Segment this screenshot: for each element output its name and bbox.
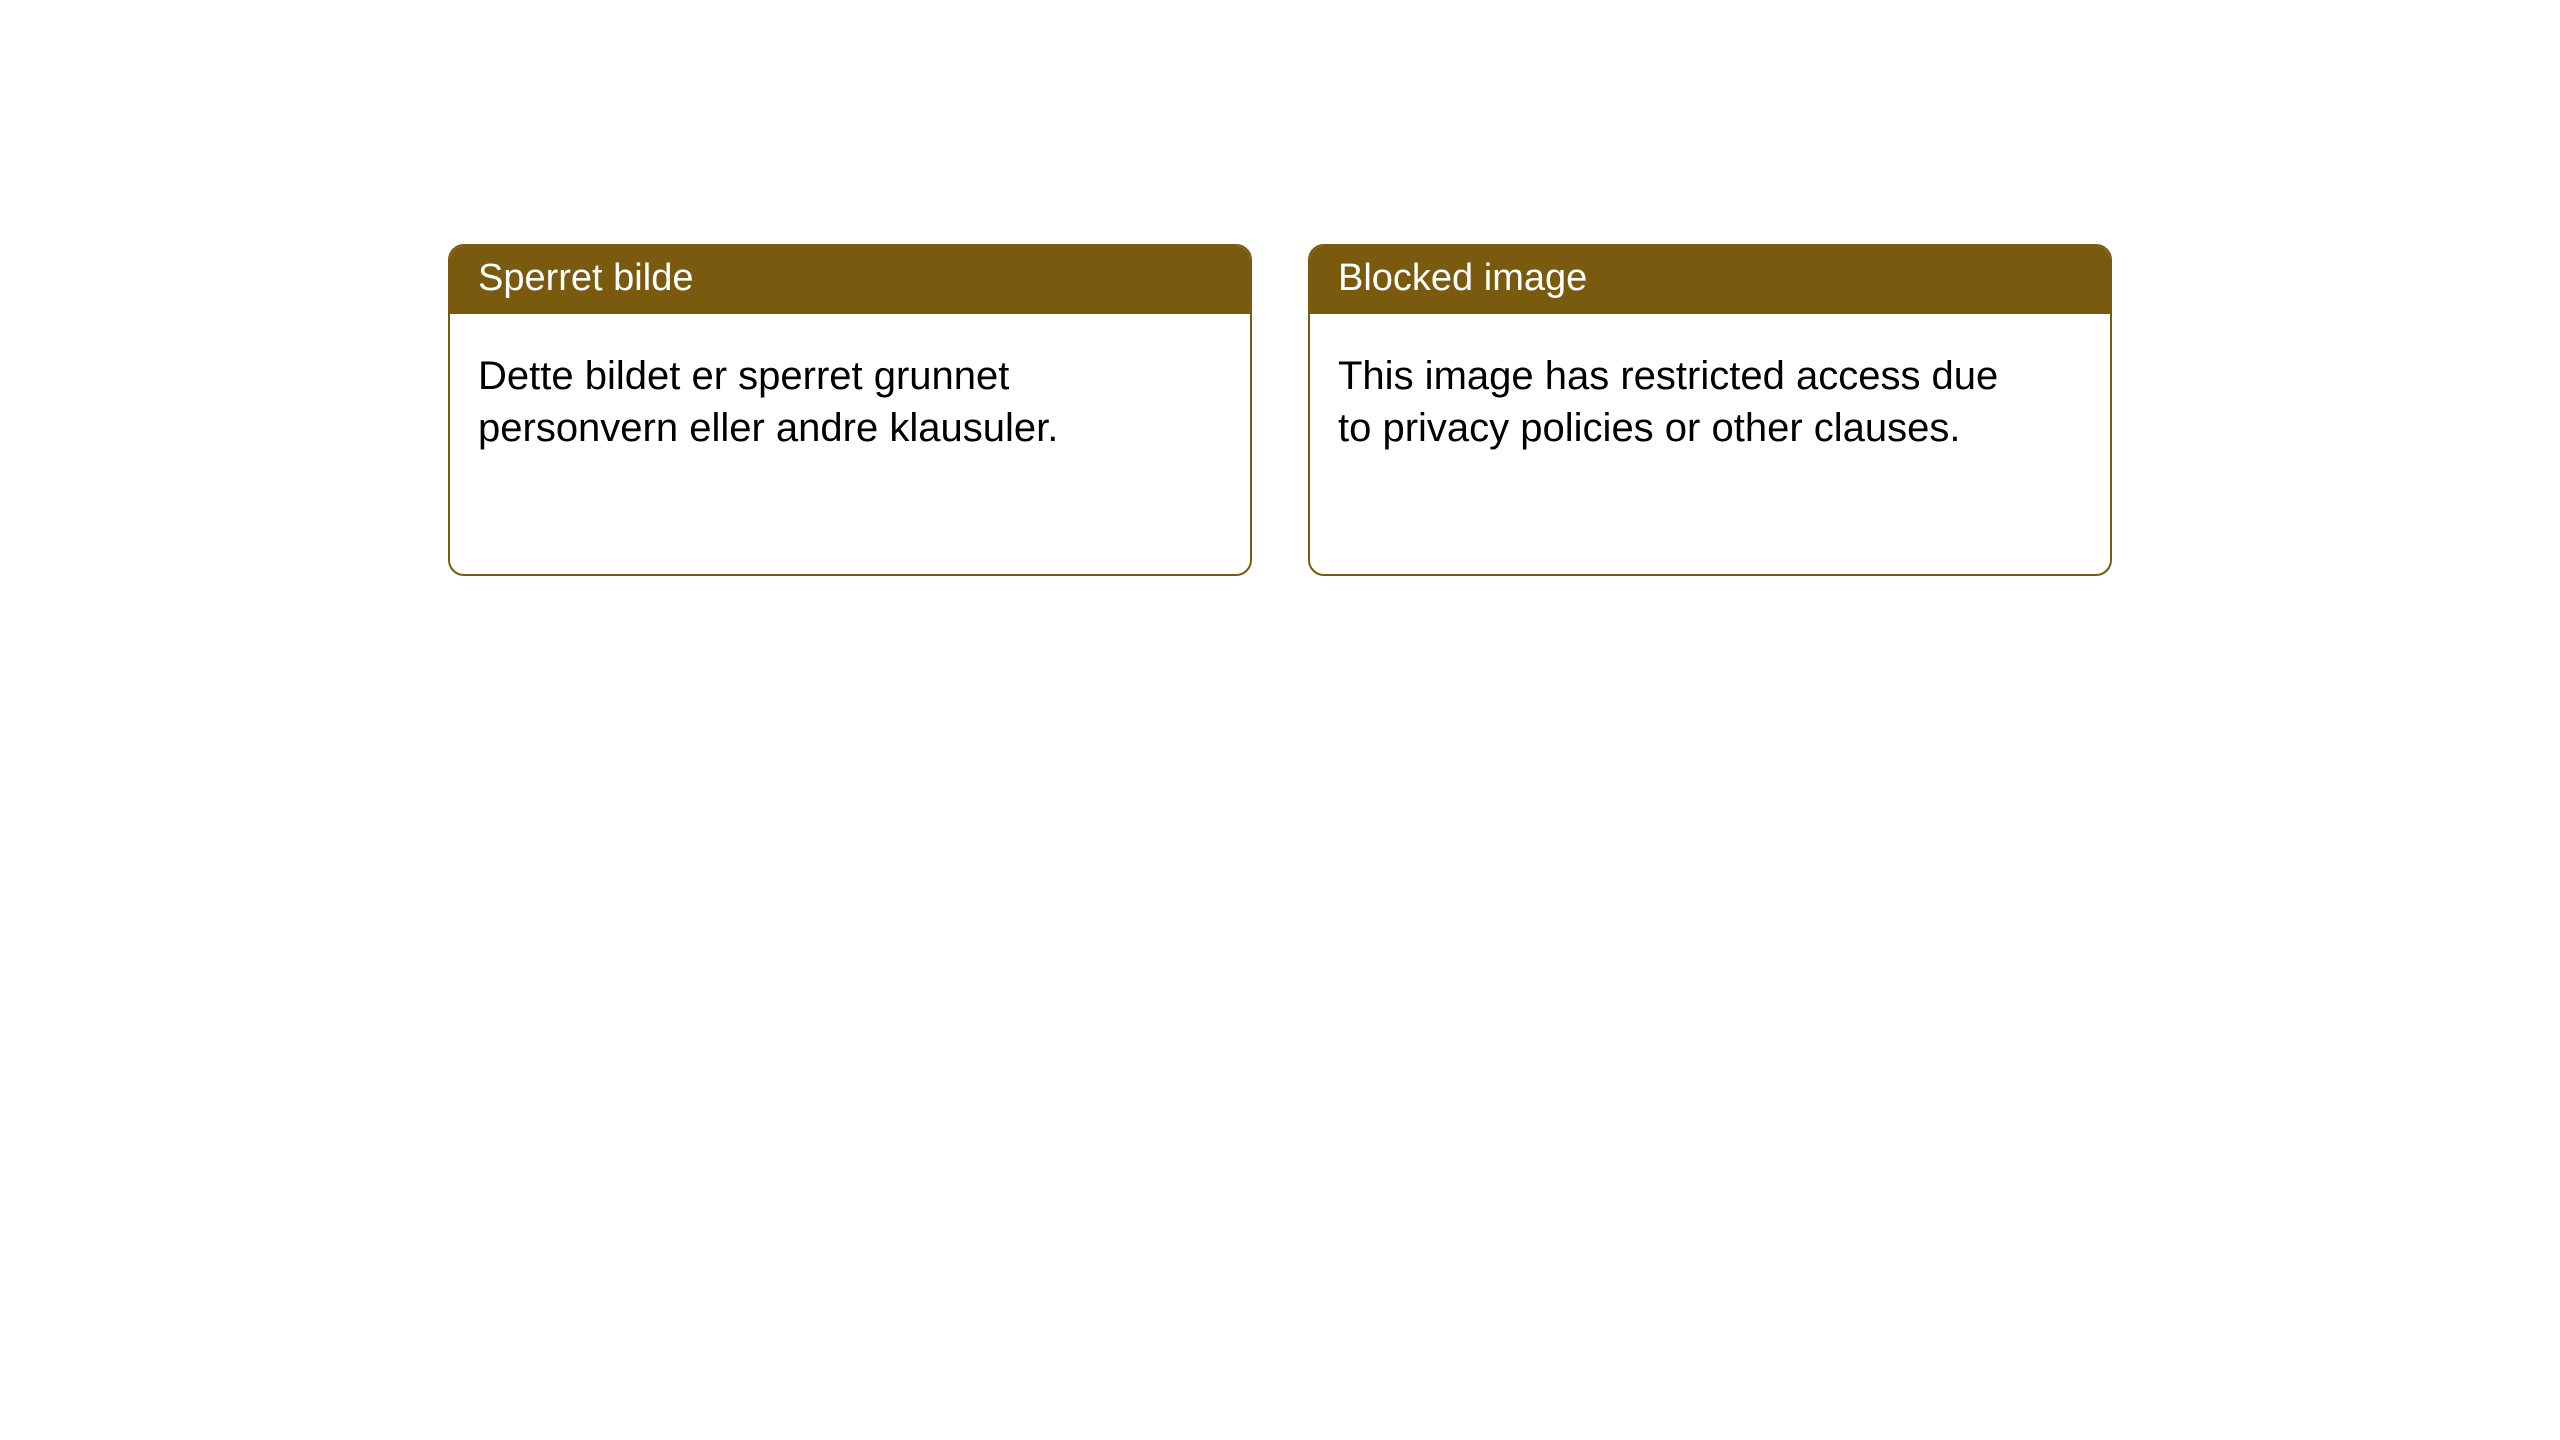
notice-card-norwegian: Sperret bilde Dette bildet er sperret gr… bbox=[448, 244, 1252, 576]
notice-body: This image has restricted access due to … bbox=[1310, 314, 2030, 492]
notice-title: Sperret bilde bbox=[450, 246, 1250, 314]
notice-title: Blocked image bbox=[1310, 246, 2110, 314]
notice-card-english: Blocked image This image has restricted … bbox=[1308, 244, 2112, 576]
notice-body: Dette bildet er sperret grunnet personve… bbox=[450, 314, 1170, 492]
notice-container: Sperret bilde Dette bildet er sperret gr… bbox=[0, 0, 2560, 576]
